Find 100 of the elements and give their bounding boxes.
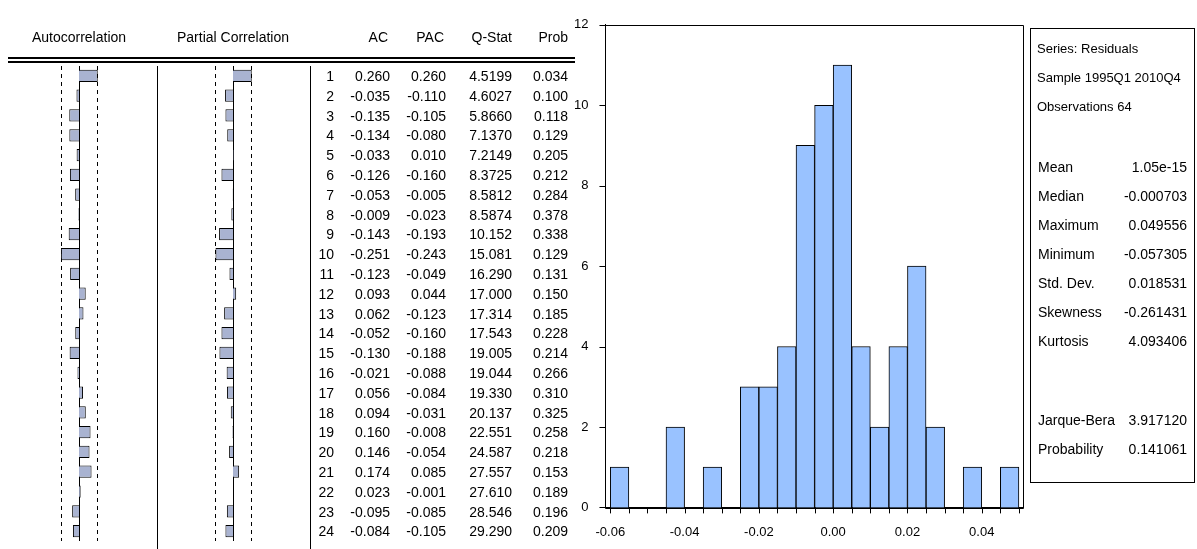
text: 17.543 <box>468 325 512 342</box>
data-label: -0.033 <box>350 147 390 164</box>
text: 19.330 <box>468 384 512 401</box>
data-label: -0.054 <box>406 444 446 461</box>
text: 0.049556 <box>1128 217 1187 233</box>
text: 0.212 <box>532 167 568 183</box>
data-label: -0.126 <box>350 167 390 183</box>
category-label: 15 <box>318 345 334 362</box>
text: 0.218 <box>532 444 568 461</box>
data-label: 0.093 <box>354 285 390 302</box>
text: 17.000 <box>468 285 512 302</box>
category-label: 8 <box>326 206 334 223</box>
x-tick-label: -0.02 <box>744 523 774 539</box>
category-label: 12 <box>326 68 334 104</box>
text: 19.005 <box>468 345 512 362</box>
category-label: 3 <box>326 107 334 124</box>
data-label: 0.085 <box>410 464 446 480</box>
text: 27.557 <box>468 464 512 480</box>
data-label: 0.146 <box>354 444 390 461</box>
y-tick-label: 6 <box>581 257 589 273</box>
text: -0.261431 <box>1123 304 1187 320</box>
text: 5.8660 <box>468 107 512 124</box>
data-label: 0.010 <box>410 147 446 164</box>
data-label: -0.084 <box>406 384 446 401</box>
x-tick-label: -0.04 <box>669 523 700 539</box>
text: 7.2149 <box>468 147 512 164</box>
text: 0.228 <box>532 325 568 342</box>
text: 7.1370 <box>468 127 512 144</box>
text: 0.325 <box>532 404 568 421</box>
category-label: 9 <box>326 226 334 243</box>
data-label: -0.130 <box>350 345 390 362</box>
data-label: -0.123 <box>406 305 446 322</box>
y-tick-label: 8 <box>581 177 589 193</box>
text: PAC <box>416 29 444 45</box>
text: 0.284 <box>532 186 568 203</box>
text: -0.057305 <box>1123 246 1187 262</box>
category-label: 17 <box>318 384 334 401</box>
data-label: -0.008 <box>406 424 446 441</box>
text: -0.000703 <box>1123 188 1187 204</box>
category-label: 5 <box>326 147 334 164</box>
text: 0.018531 <box>1128 275 1187 291</box>
data-label: -0.021 <box>350 365 390 381</box>
text: 22.551 <box>468 424 512 441</box>
chart-title: Partial Correlation <box>175 29 291 45</box>
text: 1.05e-15 <box>1131 159 1187 175</box>
data-label: 0.174 <box>354 464 390 480</box>
category-label: Std. Dev. <box>1038 275 1095 291</box>
text: 0.129 <box>532 127 568 144</box>
text: AC <box>367 29 389 45</box>
data-label: 0.062 <box>354 305 390 322</box>
text: 4.093406 <box>1128 333 1187 349</box>
text: 0.189 <box>532 483 568 500</box>
data-label: -0.088 <box>406 365 446 381</box>
category-label: 23 <box>318 503 334 520</box>
data-label: -0.080 <box>406 127 446 144</box>
text: 3.917120 <box>1128 412 1187 428</box>
data-label: 0.044 <box>410 285 446 302</box>
y-tick-label: 0 <box>581 498 589 514</box>
data-label: -0.188 <box>406 345 446 362</box>
category-label: 11 <box>319 266 334 282</box>
text: 0.214 <box>532 345 568 362</box>
data-label: -0.095 <box>350 503 390 520</box>
text: 24.587 <box>468 444 512 461</box>
text: 10.152 <box>468 226 512 243</box>
data-label: 0.260 <box>410 68 446 84</box>
data-label: -0.135 <box>350 107 390 124</box>
category-label: 16 <box>318 365 334 381</box>
text: 0.131 <box>532 266 568 282</box>
data-label: -0.143 <box>350 226 390 243</box>
category-label: Skewness <box>1038 304 1102 320</box>
data-label: 0.056 <box>354 384 390 401</box>
data-label: -0.134 <box>350 127 390 144</box>
x-tick-label: 0.04 <box>969 523 995 539</box>
category-label: 12 <box>318 285 334 302</box>
category-label: Probability <box>1038 441 1104 457</box>
category-label: 14 <box>318 325 334 342</box>
text: 19.044 <box>468 365 512 381</box>
text: 16.290 <box>468 266 512 282</box>
text: 0.118 <box>534 107 568 124</box>
category-label: Jarque-Bera <box>1038 412 1116 428</box>
text: 17.314 <box>468 305 512 322</box>
data-label: -0.005 <box>406 186 446 203</box>
x-tick-label: 0.02 <box>894 523 921 539</box>
x-tick-label: -0.06 <box>595 523 626 539</box>
text: 0.205 <box>532 147 568 164</box>
data-label: -0.001 <box>406 483 446 500</box>
category-label: 22 <box>318 483 334 500</box>
data-label: -0.035 <box>350 87 390 104</box>
category-label: Median <box>1038 188 1084 204</box>
data-label: -0.023 <box>406 206 446 223</box>
data-label: -0.110 <box>407 87 446 104</box>
category-label: 19 <box>318 424 334 441</box>
text: Series: Residuals <box>1037 41 1139 56</box>
data-label: -0.105 <box>406 107 446 124</box>
category-label: 6 <box>326 167 334 183</box>
category-label: 24 <box>318 523 334 540</box>
data-label: 0.260 <box>354 68 390 84</box>
text: 0.209 <box>532 523 568 540</box>
text: 0.034 <box>532 68 568 84</box>
text: 29.290 <box>468 523 512 540</box>
